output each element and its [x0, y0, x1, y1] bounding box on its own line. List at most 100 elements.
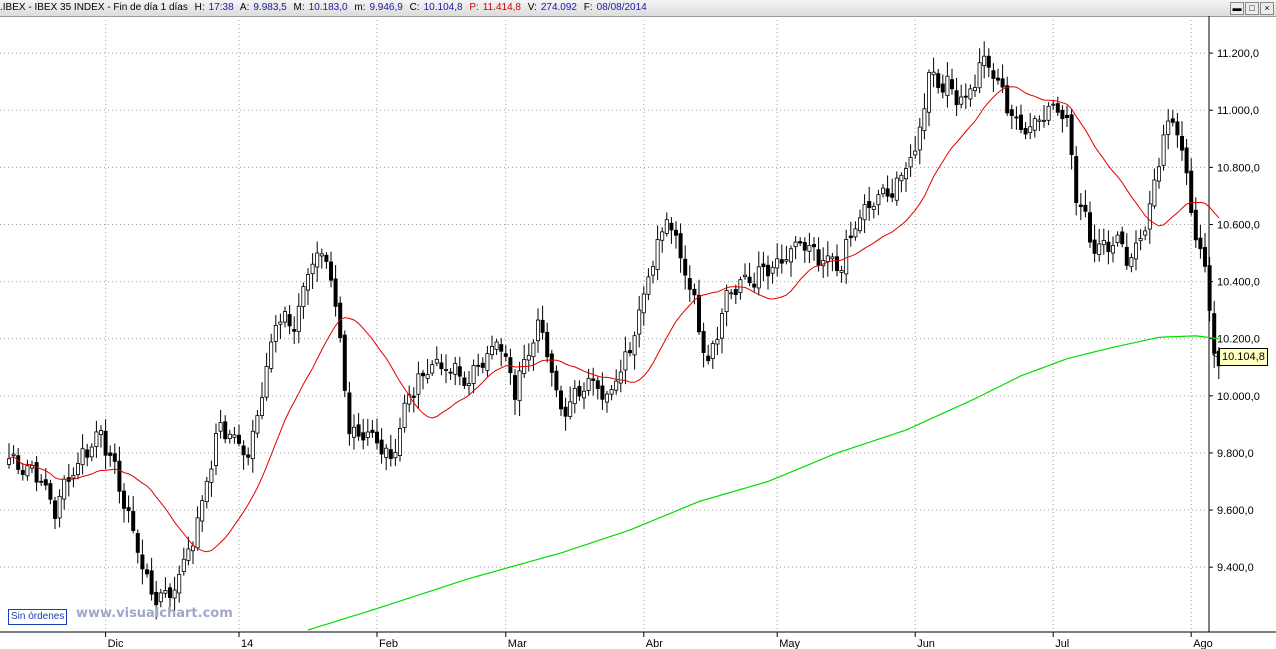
- y-tick-label: 9.400,0: [1217, 562, 1254, 574]
- y-tick-label: 10.800,0: [1217, 162, 1260, 174]
- candle-body: [282, 311, 287, 323]
- ma20-line: [8, 86, 1220, 553]
- candle-body: [218, 422, 223, 432]
- candle-body: [480, 362, 485, 368]
- candle-body: [89, 446, 94, 458]
- candle-body: [1212, 313, 1217, 354]
- candle-body: [526, 354, 531, 361]
- candle-body: [825, 255, 830, 262]
- candle-body: [641, 293, 646, 314]
- candle-body: [867, 200, 872, 209]
- candle-body: [853, 228, 858, 238]
- candle-body: [1005, 85, 1010, 114]
- candle-body: [904, 168, 909, 180]
- candle-body: [844, 239, 849, 275]
- candle-body: [342, 334, 347, 391]
- orders-badge[interactable]: Sin órdenes: [8, 609, 68, 625]
- candle-body: [393, 452, 398, 459]
- candle-body: [839, 270, 844, 273]
- candle-body: [16, 455, 21, 470]
- candle-body: [1060, 109, 1065, 120]
- candle-body: [190, 545, 195, 552]
- candle-body: [1042, 119, 1047, 122]
- candle-body: [540, 319, 545, 333]
- candle-body: [756, 266, 761, 289]
- candle-body: [489, 345, 494, 356]
- candle-body: [278, 321, 283, 325]
- candle-body: [94, 431, 99, 447]
- candle-body: [448, 371, 453, 374]
- candle-body: [135, 533, 140, 553]
- candle-body: [53, 500, 58, 519]
- candle-body: [1023, 127, 1028, 135]
- window-controls: ▬ □ ×: [1230, 2, 1274, 15]
- candle-body: [301, 286, 306, 307]
- candle-body: [365, 431, 370, 438]
- candle-body: [1161, 134, 1166, 166]
- candle-body: [1055, 103, 1060, 113]
- candle-body: [637, 309, 642, 335]
- candle-body: [503, 353, 508, 357]
- last-price-label: 10.104,8: [1219, 348, 1268, 366]
- candle-body: [39, 480, 44, 483]
- candle-body: [223, 421, 228, 440]
- maximize-button[interactable]: □: [1245, 2, 1259, 15]
- candle-body: [784, 259, 789, 262]
- candle-body: [715, 339, 720, 345]
- candle-body: [144, 569, 149, 575]
- candle-body: [416, 373, 421, 395]
- candle-body: [1088, 212, 1093, 243]
- candle-body: [618, 371, 623, 384]
- price-chart[interactable]: 11.200,0 11.000,0 10.800,0 10.600,0 10.400,0…: [0, 16, 1276, 649]
- minimize-button[interactable]: ▬: [1230, 2, 1244, 15]
- candle-body: [273, 324, 278, 342]
- candle-body: [881, 187, 886, 195]
- candle-body: [494, 341, 499, 350]
- candle-body: [71, 474, 76, 479]
- candle-body: [209, 468, 214, 483]
- candle-body: [149, 570, 154, 595]
- candle-body: [779, 259, 784, 264]
- candle-body: [287, 314, 292, 327]
- candle-body: [163, 589, 168, 594]
- candle-body: [899, 174, 904, 182]
- candle-body: [407, 394, 412, 405]
- candle-body: [48, 483, 53, 500]
- candle-body: [1069, 114, 1074, 156]
- candle-body: [885, 188, 890, 197]
- candle-body: [931, 71, 936, 76]
- candle-body: [651, 266, 656, 276]
- x-tick-label: 14: [241, 638, 253, 649]
- open-label: A:: [239, 2, 250, 13]
- candle-body: [991, 70, 996, 79]
- candle-body: [563, 406, 568, 417]
- x-tick-label: Jul: [1055, 638, 1069, 649]
- candle-body: [122, 490, 127, 509]
- candle-body: [172, 589, 177, 599]
- candle-body: [347, 392, 352, 435]
- candle-body: [559, 390, 564, 410]
- candle-body: [835, 256, 840, 271]
- candle-body: [545, 331, 550, 358]
- candle-body: [328, 261, 333, 281]
- candle-body: [848, 235, 853, 239]
- candle-body: [324, 254, 329, 262]
- candle-body: [85, 449, 90, 458]
- candle-body: [457, 366, 462, 377]
- candle-body: [117, 460, 122, 492]
- candle-body: [402, 402, 407, 429]
- close-button[interactable]: ×: [1260, 2, 1274, 15]
- low-label: m:: [354, 2, 366, 13]
- last-price-pointer-icon: <: [1212, 350, 1218, 361]
- candle-body: [315, 252, 320, 268]
- candle-body: [536, 319, 541, 342]
- candle-body: [20, 470, 25, 475]
- candle-body: [62, 478, 67, 500]
- p-value: 11.414,8: [482, 2, 521, 13]
- open-value: 9.983,5: [253, 2, 287, 13]
- candle-body: [1120, 231, 1125, 245]
- candle-body: [549, 353, 554, 373]
- candle-body: [793, 241, 798, 248]
- candle-body: [908, 157, 913, 168]
- candle-body: [1147, 203, 1152, 230]
